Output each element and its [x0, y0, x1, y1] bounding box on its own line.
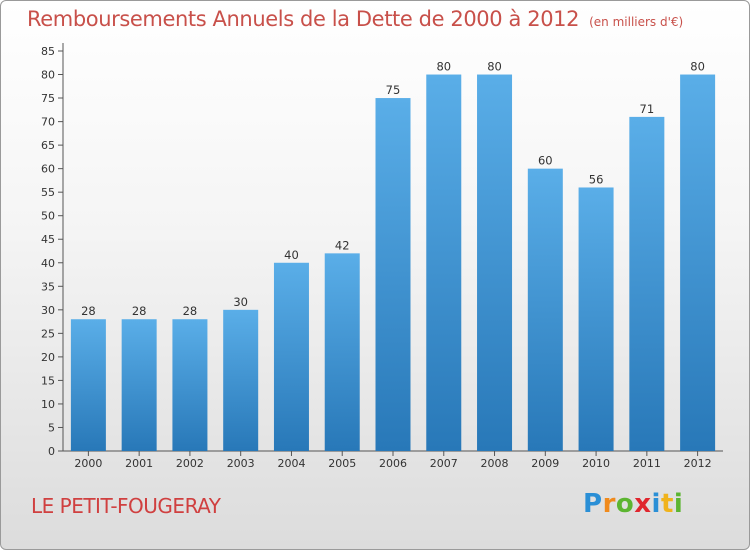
- x-tick-label-2000: 2000: [74, 457, 102, 470]
- x-tick-label-2003: 2003: [227, 457, 255, 470]
- commune-name: LE PETIT-FOUGERAY: [31, 494, 221, 518]
- y-tick-label: 25: [41, 327, 55, 340]
- data-label-2005: 42: [335, 238, 350, 252]
- y-tick-label: 55: [41, 186, 55, 199]
- logo-letter: t: [660, 489, 674, 519]
- logo-letter: i: [651, 489, 661, 519]
- bar-2007: [426, 74, 462, 451]
- x-tick-label-2011: 2011: [633, 457, 661, 470]
- data-label-2011: 71: [640, 102, 655, 116]
- bar-2005: [324, 253, 360, 451]
- axes: 0 5 10 15 20 25 30 35 40 45 50 55 60 65 70 75 80 85: [41, 43, 723, 458]
- y-tick-label: 50: [41, 210, 55, 223]
- x-tick-label-2001: 2001: [125, 457, 153, 470]
- x-tick-label-2008: 2008: [481, 457, 509, 470]
- y-tick-label: 70: [41, 116, 55, 129]
- data-label-2008: 80: [487, 60, 502, 74]
- title-text: Remboursements Annuels de la Dette de 20…: [27, 7, 580, 31]
- bar-2008: [477, 74, 513, 451]
- y-tick-label: 65: [41, 139, 55, 152]
- data-label-2002: 28: [183, 304, 198, 318]
- x-tick-label-2010: 2010: [582, 457, 610, 470]
- y-tick-label: 5: [48, 421, 55, 434]
- x-tick-label-2004: 2004: [277, 457, 305, 470]
- y-tick-label: 20: [41, 351, 55, 364]
- logo-letter: i: [673, 489, 684, 519]
- y-tick-label: 80: [41, 69, 55, 82]
- unit-note: (en milliers d'€): [589, 15, 684, 29]
- bar-2006: [375, 98, 411, 451]
- bar-2009: [527, 168, 563, 451]
- x-tick-label-2007: 2007: [430, 457, 458, 470]
- y-tick-label: 10: [41, 398, 55, 411]
- data-label-2012: 80: [690, 60, 705, 74]
- x-tick-label-2009: 2009: [531, 457, 559, 470]
- y-tick-label: 60: [41, 163, 55, 176]
- data-label-2004: 40: [284, 248, 299, 262]
- bar-2010: [578, 187, 614, 451]
- y-tick-label: 45: [41, 233, 55, 246]
- data-label-2006: 75: [386, 83, 401, 97]
- bars: [70, 74, 716, 451]
- x-tick-label-2005: 2005: [328, 457, 356, 470]
- data-label-2007: 80: [436, 60, 451, 74]
- chart-title: Remboursements Annuels de la Dette de 20…: [27, 7, 683, 31]
- y-tick-label: 30: [41, 304, 55, 317]
- x-tick-label-2006: 2006: [379, 457, 407, 470]
- y-tick-label: 85: [41, 45, 55, 58]
- logo-letter: x: [634, 489, 652, 519]
- data-label-2010: 56: [589, 172, 604, 186]
- data-label-2001: 28: [132, 304, 147, 318]
- bar-2002: [172, 319, 208, 451]
- data-label-2009: 60: [538, 154, 553, 168]
- logo-letter: r: [602, 489, 616, 519]
- labels: 28 2000 28 2001 28 2002 30 2003 40 2004 42 2005 75 20…: [74, 60, 711, 470]
- bar-2012: [680, 74, 716, 451]
- bar-2004: [273, 262, 309, 451]
- bar-2001: [121, 319, 157, 451]
- bar-2011: [629, 116, 665, 451]
- data-label-2003: 30: [233, 295, 248, 309]
- y-tick-label: 0: [48, 445, 55, 458]
- y-tick-label: 15: [41, 374, 55, 387]
- logo-letter: P: [583, 489, 603, 519]
- logo-letter: o: [615, 489, 635, 519]
- y-tick-label: 75: [41, 92, 55, 105]
- x-tick-label-2012: 2012: [684, 457, 712, 470]
- data-label-2000: 28: [81, 304, 96, 318]
- bar-2003: [223, 309, 259, 451]
- proxiti-logo: Proxiti: [583, 489, 683, 519]
- bar-2000: [70, 319, 106, 451]
- y-tick-label: 35: [41, 280, 55, 293]
- x-tick-label-2002: 2002: [176, 457, 204, 470]
- y-tick-label: 40: [41, 257, 55, 270]
